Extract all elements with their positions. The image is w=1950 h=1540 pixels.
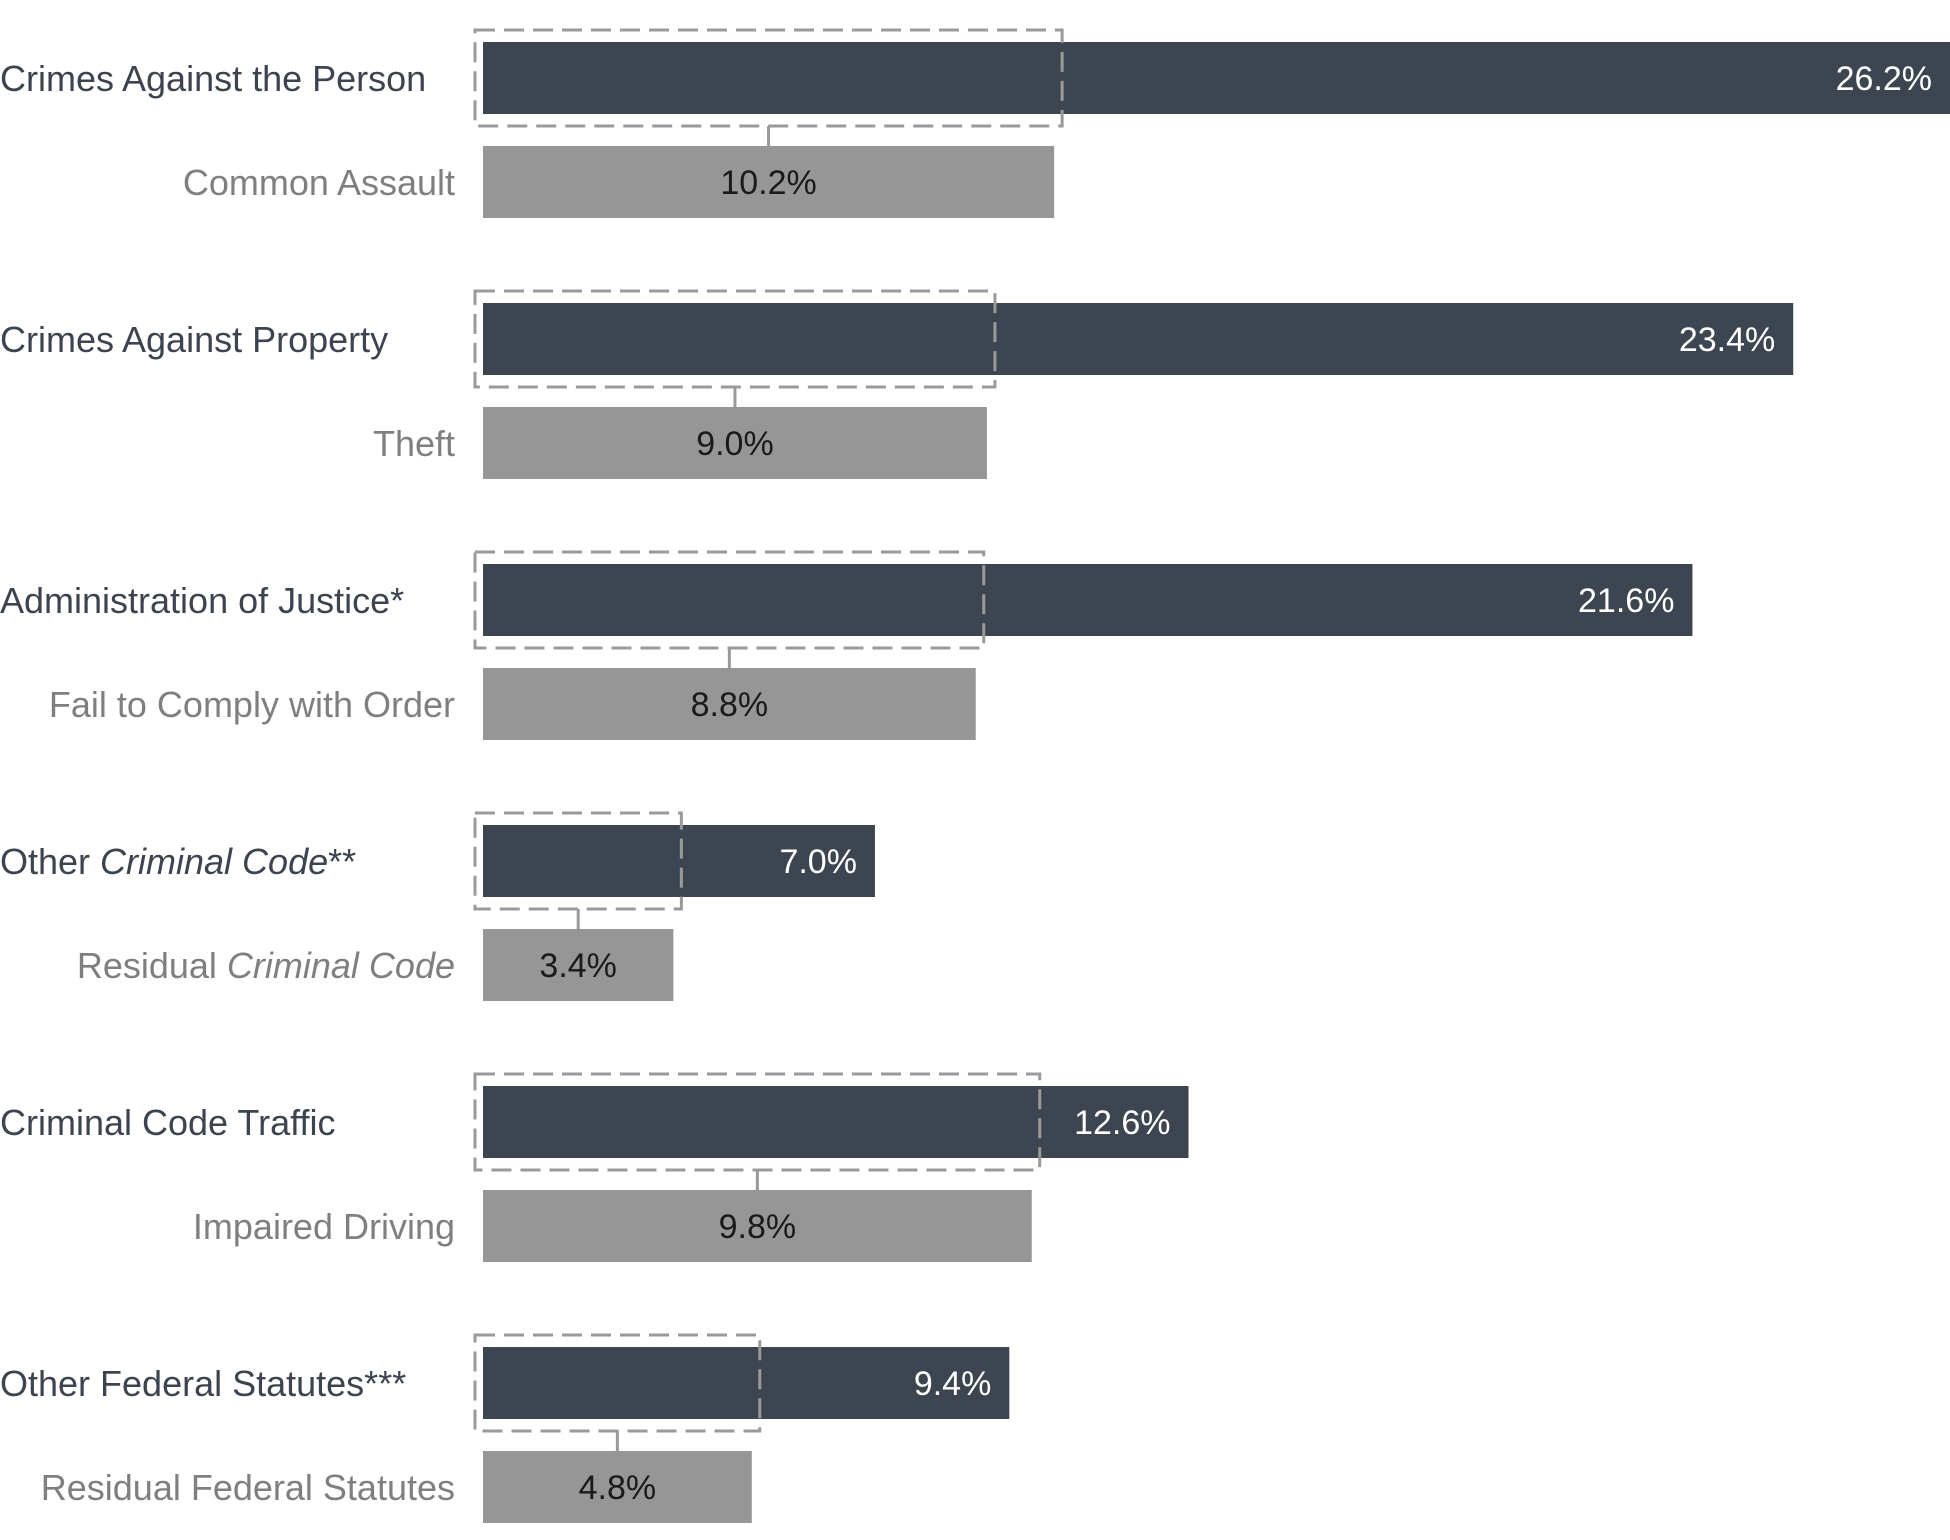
category-label: Criminal Code Traffic: [0, 1102, 335, 1143]
sub-category-label: Residual Federal Statutes: [41, 1467, 455, 1508]
main-value-label: 23.4%: [1679, 321, 1775, 359]
sub-bar: [483, 146, 1055, 218]
main-value-label: 26.2%: [1836, 60, 1932, 98]
main-bar: [483, 1347, 1010, 1419]
main-bar: [483, 564, 1693, 636]
sub-category-label: Fail to Comply with Order: [49, 684, 455, 725]
main-value-label: 9.4%: [914, 1365, 992, 1403]
category-label: Other Federal Statutes***: [0, 1363, 406, 1404]
sub-category-label: Common Assault: [183, 162, 455, 203]
sub-value-label: 9.8%: [719, 1208, 797, 1246]
category-label: Other Criminal Code**: [0, 841, 356, 882]
category-label: Crimes Against Property: [0, 319, 388, 360]
main-value-label: 12.6%: [1074, 1104, 1170, 1142]
main-bar: [483, 303, 1794, 375]
sub-value-label: 9.0%: [696, 425, 774, 463]
highlight-box: [473, 811, 683, 911]
main-bar: [483, 42, 1950, 114]
sub-bar: [483, 1190, 1032, 1262]
category-label: Administration of Justice*: [0, 580, 404, 621]
sub-bar: [483, 1451, 752, 1523]
sub-value-label: 10.2%: [720, 164, 816, 202]
main-bar: [483, 825, 875, 897]
sub-value-label: 8.8%: [691, 686, 769, 724]
sub-value-label: 4.8%: [579, 1469, 657, 1507]
sub-value-label: 3.4%: [539, 947, 617, 985]
sub-bar: [483, 407, 987, 479]
sub-category-label: Residual Criminal Code: [77, 945, 455, 986]
main-value-label: 7.0%: [779, 843, 857, 881]
main-value-label: 21.6%: [1578, 582, 1674, 620]
sub-category-label: Impaired Driving: [193, 1206, 455, 1247]
sub-bar: [483, 668, 976, 740]
sub-bar: [483, 929, 674, 1001]
sub-category-label: Theft: [373, 423, 455, 464]
main-bar: [483, 1086, 1189, 1158]
category-label: Crimes Against the Person: [0, 58, 426, 99]
